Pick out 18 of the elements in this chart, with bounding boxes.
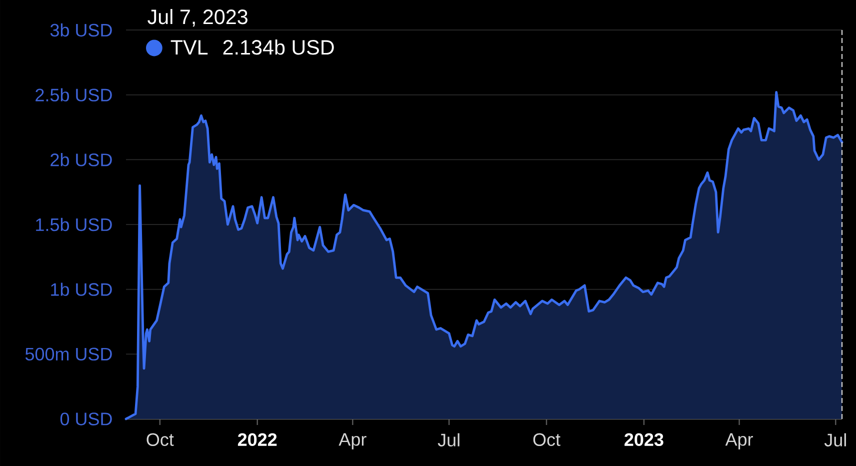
annotation: 2.134b USD (223, 40, 334, 55)
y-tick-label: 0 USD (60, 412, 112, 426)
x-tick-label: 2022 (238, 433, 277, 446)
y-tick-label: 2.5b USD (36, 88, 112, 102)
y-tick-label: 3b USD (50, 23, 112, 37)
y-tick-label: 1b USD (51, 282, 112, 296)
text: Jul 7, 2023 (148, 9, 248, 27)
x-tick-label: Apr (725, 433, 753, 450)
x-tick-label: Jul (438, 433, 460, 446)
legend-label: TVL (170, 40, 208, 54)
x-tick-label: Apr (338, 433, 366, 450)
y-tick-label: 500m USD (25, 348, 112, 361)
x-tick-label: Oct (533, 433, 560, 446)
y-tick-label: 2b USD (50, 153, 112, 166)
x-tick-label: 2023 (624, 433, 664, 446)
x-tick-label: Oct (146, 433, 174, 446)
y-tick-label: 1.5b USD (36, 218, 112, 232)
x-tick-label: Jul (824, 433, 846, 446)
